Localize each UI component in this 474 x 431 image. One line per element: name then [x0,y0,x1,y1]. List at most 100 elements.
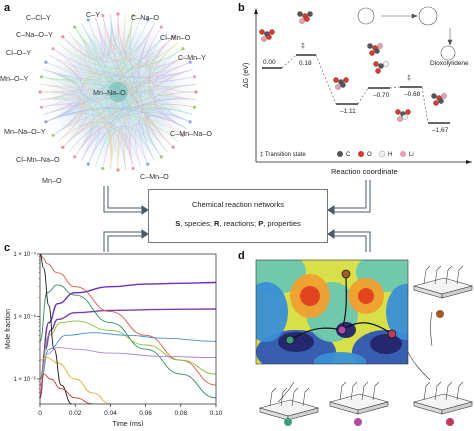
state-red-node [387,329,397,339]
product-label: Dioxolylidene [430,60,469,67]
network-graph [36,10,200,174]
surface-contour [300,286,320,306]
chart-ylabel: Mole fraction [5,309,12,349]
atom [340,82,346,88]
free-energy-diagram: ΔG (eV) Reaction coordinate 0.00 0.18 ‡ … [236,0,474,190]
net-label-mn-na-o: Mn–Na–O [93,88,126,97]
network-node [131,13,135,18]
x-tick-label: 0.10 [210,410,223,417]
reaction-scheme [357,6,456,61]
adsorbate-bond [363,381,369,387]
atom [307,11,313,17]
adsorbate-bond [425,265,431,271]
x-tick-label: 0.06 [139,410,152,417]
net-label-c-na-o-y: C–Na–O–Y [16,30,53,39]
y-tick-label: 1 × 10⁻⁶ [14,376,37,383]
adsorbate-bond [372,385,376,401]
adsorbate-bond [436,381,442,387]
network-node [61,35,65,39]
atom [378,63,384,69]
network-node [146,18,150,22]
network-node [61,145,65,149]
state-green-node [285,335,295,345]
atom [259,29,265,35]
network-node [116,168,120,172]
mole-fraction-plot: 0 0.02 0.04 0.06 0.08 0.10 1 × 10⁻⁴ 1 × 10⁻⁵ 1 ×… [5,251,223,428]
network-node [38,90,42,94]
net-label-mn-o: Mn–O [42,176,62,185]
adsorbate-bond [458,381,464,387]
net-label-c-na-o: C–Na–O [131,13,159,22]
network-node [159,155,163,159]
net-label-c-mn-na-o: C–Mn–Na–O [170,129,212,138]
network-node [159,25,163,29]
network-node [39,105,44,109]
y-tick-label: 1 × 10⁻⁴ [13,251,36,258]
network-node [188,120,192,124]
adsorbate-bond [341,381,347,387]
adsorbate-bond [304,387,310,393]
slab-brown-marker [436,310,444,318]
value-1: 0.18 [299,60,312,67]
value-5: –1.67 [432,127,449,134]
network-node [39,75,44,79]
series-line-5 [39,332,217,386]
network-node [44,120,48,124]
network-node [101,13,105,18]
network-node [86,162,90,166]
network-node [101,166,105,171]
legend-c: C [346,152,351,158]
atom [299,18,305,24]
net-label-c-mn-o: C–Mn–O [140,172,169,181]
network-node [194,90,198,94]
atom [374,48,380,54]
adsorbate-bond [445,269,449,285]
network-node [51,133,55,137]
atom [431,93,437,99]
adsorbate-bond [456,385,460,401]
ts-symbol-1: ‡ [301,43,305,50]
network-node [188,60,192,64]
atom [402,114,408,120]
adsorbate-bond [458,265,464,271]
surface-contour [278,332,314,352]
surface-contour [256,282,288,342]
atom [383,61,389,67]
net-label-mn-o-y: Mn–O–Y [0,74,29,83]
legend-o: O [367,152,372,158]
adsorbate-bond [374,381,380,387]
surface-contour [358,288,374,304]
surface-diagram [255,259,474,426]
legend-li: Li [409,152,414,158]
atom [261,36,267,42]
energy-profile: ΔG (eV) Reaction coordinate 0.00 0.18 ‡ … [243,6,472,176]
net-label-cl-mn-na-o: Cl–Mn–Na–O [16,155,60,164]
atom [438,98,444,104]
surface-slab-side [441,401,473,415]
panel-c-label: c [4,242,11,254]
series-line-6 [39,346,217,386]
adsorbate-bond [280,391,284,407]
surface-contour [370,334,402,354]
atom [297,11,303,17]
x-tick-label: 0.08 [174,410,187,417]
atom [266,34,272,40]
atom [367,43,373,49]
slab-green-marker [284,418,292,426]
net-label-c-y: C–Y [86,10,100,19]
series-line-3 [39,284,217,399]
net-label-cl-mn-o: Cl–Mn–O [160,33,191,42]
net-label-c-cl-y: C–Cl–Y [26,13,51,22]
network-node [171,35,175,39]
atom [397,116,403,122]
series-line-8 [39,253,72,405]
atom [269,29,275,35]
network-node [86,18,90,22]
net-label-c-mn-y: C–Mn–Y [178,53,206,62]
adsorbate-bond [423,385,427,401]
adsorbate-bond [302,391,306,407]
atom [377,43,383,49]
adsorbate-bond [447,381,453,387]
value-0: 0.00 [263,59,276,66]
x-tick-label: 0 [38,410,42,417]
